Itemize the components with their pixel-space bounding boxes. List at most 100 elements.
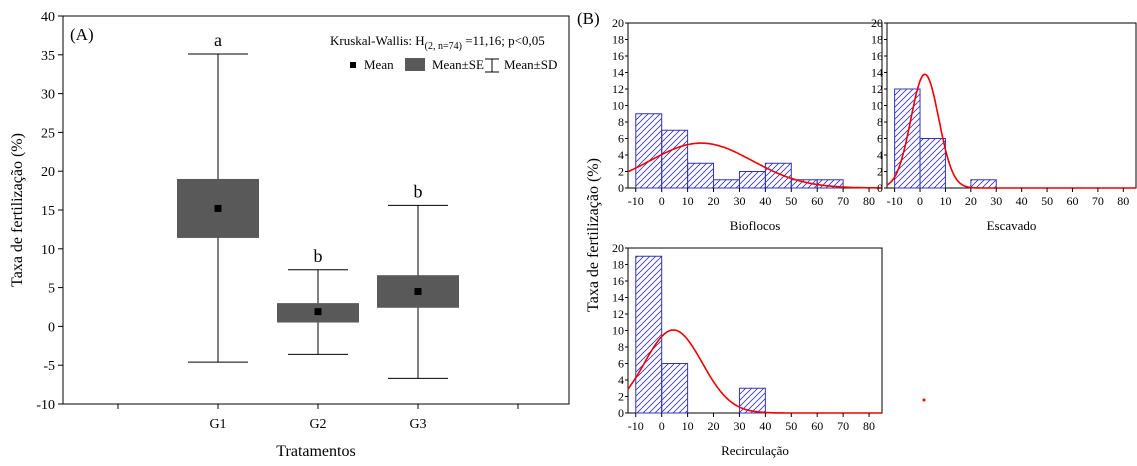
y-tick-label: 20: [41, 165, 55, 180]
legend-se-swatch: [405, 58, 425, 71]
x-tick-label: 0: [659, 419, 665, 433]
y-tick-label: 18: [612, 258, 624, 272]
x-tick-label: G2: [309, 417, 326, 432]
x-tick-label: 80: [863, 419, 875, 433]
x-tick-label: 60: [1066, 194, 1078, 208]
x-tick-label: 0: [659, 194, 665, 208]
y-tick-label: 20: [612, 16, 624, 30]
histogram-y-axis-title: Taxa de fertilização (%): [585, 158, 602, 312]
y-tick-label: 8: [618, 340, 624, 354]
x-tick-label: 20: [965, 194, 977, 208]
y-tick-label: 35: [41, 49, 55, 64]
y-tick-label: 20: [612, 241, 624, 255]
y-tick-label: -10: [36, 398, 55, 413]
group-g1: a: [177, 30, 259, 363]
x-tick-label: 50: [785, 194, 797, 208]
y-tick-label: 2: [618, 390, 624, 404]
x-tick-label: 0: [917, 194, 923, 208]
x-tick-label: 10: [682, 419, 694, 433]
x-tick-label: 30: [733, 419, 745, 433]
legend-se-label: Mean±SE: [432, 57, 484, 72]
x-tick-label: -10: [887, 194, 903, 208]
y-tick-label: 16: [871, 49, 883, 63]
histogram-bar: [661, 129, 689, 189]
histogram-bar: [764, 162, 792, 189]
y-tick-label: 10: [612, 324, 624, 338]
y-tick-label: 18: [612, 33, 624, 47]
y-tick-label: 6: [877, 132, 883, 146]
panel-label-a: (A): [70, 25, 94, 44]
y-tick-label: 10: [871, 99, 883, 113]
y-tick-label: 10: [612, 99, 624, 113]
histogram-bar: [635, 113, 663, 189]
histogram-bar: [919, 138, 946, 189]
normal-curve: [627, 142, 882, 189]
y-tick-label: 14: [612, 291, 624, 305]
x-tick-label: 30: [733, 194, 745, 208]
x-tick-label: 20: [708, 194, 720, 208]
y-tick-label: 6: [618, 132, 624, 146]
mean-marker: [314, 308, 322, 316]
y-tick-label: 14: [612, 66, 624, 80]
box-plot-x-axis-title: Tratamentos: [276, 443, 355, 460]
histogram-bar: [661, 363, 689, 414]
x-tick-label: 70: [1092, 194, 1104, 208]
box-plot-y-axis-title: Taxa de fertilização (%): [9, 133, 26, 287]
x-tick-label: 70: [837, 419, 849, 433]
significance-letter: a: [214, 30, 222, 50]
mean-marker: [214, 204, 222, 212]
x-tick-label: -10: [628, 419, 644, 433]
y-tick-label: 12: [612, 307, 624, 321]
x-tick-label: 40: [759, 194, 771, 208]
y-tick-label: 6: [618, 357, 624, 371]
histogram-title: Bioflocos: [730, 218, 781, 233]
x-tick-label: 10: [682, 194, 694, 208]
group-g2: b: [277, 246, 359, 355]
box-plot-panel: -10 -5 0 5 10 15 20 25 30 35 40 G1 G2 G3 a b b (A) Tax…: [9, 10, 570, 460]
y-tick-label: 0: [48, 320, 55, 335]
stat-suffix: =11,16; p<0,05: [462, 33, 545, 48]
y-tick-label: 0: [618, 406, 624, 420]
y-tick-label: 8: [618, 115, 624, 129]
group-g3: b: [377, 181, 459, 379]
legend-mean-marker: [350, 62, 356, 68]
y-tick-label: 25: [41, 126, 55, 141]
x-tick-label: 40: [759, 419, 771, 433]
histogram-escavado: 0 2 4 6 8 10 12 14 16 18 20 -10 0 10 20 30 40 50 60 70 80 Esc…: [871, 16, 1137, 233]
y-tick-label: 16: [612, 274, 624, 288]
histogram-recirculacao: 0 2 4 6 8 10 12 14 16 18 20 -10 0 10 20 30 40 50 60 70 80 Rec…: [612, 241, 883, 458]
x-tick-label: 10: [939, 194, 951, 208]
legend-mean-label: Mean: [364, 57, 394, 72]
x-tick-label: 60: [811, 194, 823, 208]
x-tick-label: 50: [785, 419, 797, 433]
y-tick-label: 14: [871, 66, 883, 80]
y-tick-label: 40: [41, 10, 55, 25]
box-plot-groups: a b b: [177, 30, 459, 379]
y-tick-label: 4: [618, 373, 624, 387]
x-tick-label: 50: [1041, 194, 1053, 208]
x-tick-label: 70: [837, 194, 849, 208]
y-tick-label: 12: [612, 82, 624, 96]
stat-subscript: (2, n=74): [425, 41, 462, 52]
mean-marker: [414, 287, 422, 295]
y-tick-label: 2: [618, 165, 624, 179]
box-plot-y-axis: -10 -5 0 5 10 15 20 25 30 35 40: [36, 10, 63, 413]
histogram-title: Escavado: [987, 218, 1037, 233]
normal-curve: [886, 73, 1136, 189]
y-tick-label: 18: [871, 33, 883, 47]
y-tick-label: 20: [871, 16, 883, 30]
y-tick-label: 30: [41, 88, 55, 103]
y-tick-label: 5: [48, 282, 55, 297]
y-tick-label: 2: [877, 165, 883, 179]
y-tick-label: 0: [877, 181, 883, 195]
box-plot-x-axis: G1 G2 G3: [117, 404, 519, 432]
x-tick-label: 60: [811, 419, 823, 433]
x-tick-label: 40: [1016, 194, 1028, 208]
x-tick-label: 80: [863, 194, 875, 208]
stat-prefix: Kruskal-Wallis: H: [330, 33, 425, 48]
box-plot-legend: Mean Mean±SE Mean±SD: [350, 57, 557, 73]
legend-sd-whisker-icon: [485, 58, 499, 73]
histogram-bar: [713, 179, 740, 189]
x-tick-label: 80: [1117, 194, 1129, 208]
